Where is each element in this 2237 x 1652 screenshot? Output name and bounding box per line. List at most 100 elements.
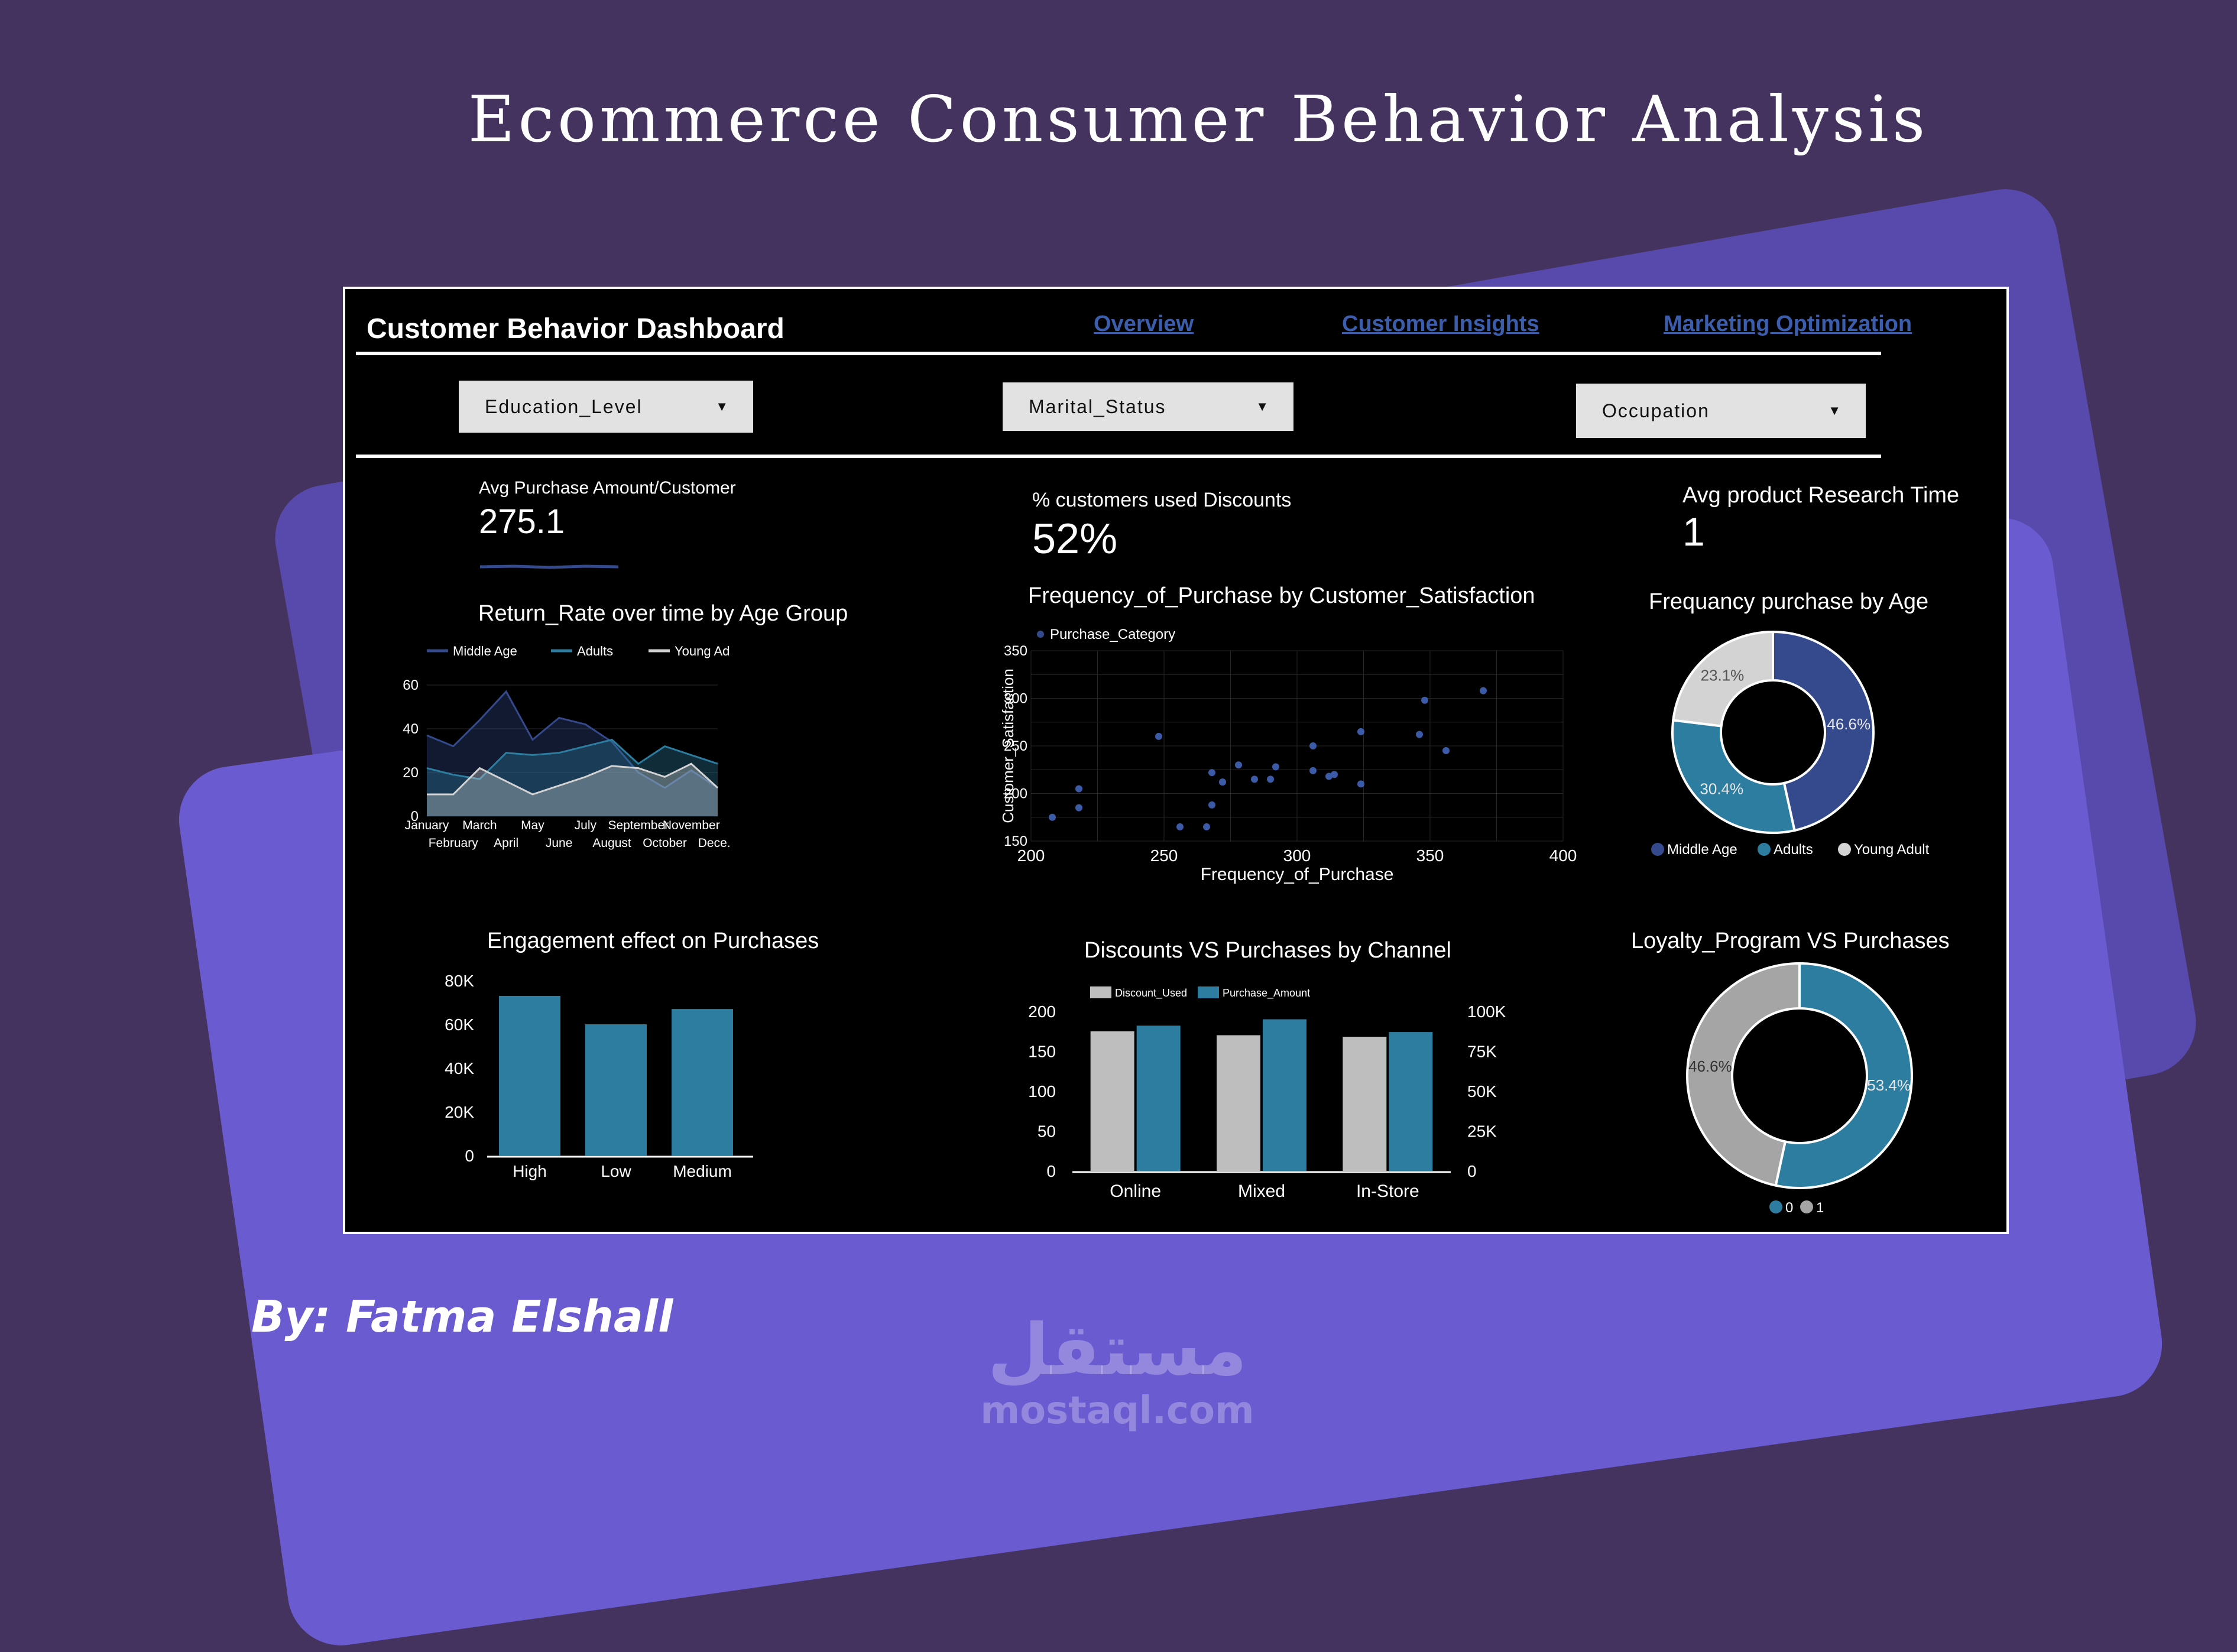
y-tick-label: 350 bbox=[1004, 643, 1027, 659]
scatter-point bbox=[1325, 773, 1333, 780]
x-tick-label: April bbox=[494, 836, 518, 850]
x-tick-label: June bbox=[546, 836, 573, 850]
bar-purchase-amount bbox=[1389, 1032, 1433, 1171]
bar-purchase-amount bbox=[1263, 1019, 1306, 1171]
donut-slice-1 bbox=[1686, 962, 1801, 1187]
y-tick-label: 60K bbox=[445, 1015, 474, 1034]
dashboard-title: Customer Behavior Dashboard bbox=[367, 313, 784, 345]
x-tick-label: Mixed bbox=[1238, 1182, 1285, 1201]
bar-discount-used bbox=[1343, 1037, 1387, 1171]
bar-low bbox=[585, 1024, 647, 1156]
bar-high bbox=[499, 995, 560, 1156]
legend-label: 1 bbox=[1816, 1200, 1824, 1216]
y-tick-label: 80K bbox=[445, 972, 474, 990]
kpi-avg-purchase-value: 275.1 bbox=[479, 502, 565, 541]
dashboard-panel: Customer Behavior Dashboard Overview Cus… bbox=[343, 287, 2009, 1234]
dropdown-label: Occupation bbox=[1602, 400, 1710, 421]
page-title: Ecommerce Consumer Behavior Analysis bbox=[468, 83, 1929, 157]
x-tick-label: High bbox=[513, 1162, 547, 1180]
nav-overview[interactable]: Overview bbox=[1094, 311, 1194, 336]
watermark-arabic: مستقل bbox=[987, 1309, 1247, 1391]
y-tick-label-right: 0 bbox=[1467, 1162, 1477, 1180]
engagement-bar-chart: 020K40K60K80KHighLowMediumNoEngage bbox=[445, 972, 753, 1180]
scatter-point bbox=[1219, 778, 1226, 786]
y-tick-label-left: 150 bbox=[1028, 1043, 1056, 1061]
scatter-title: Frequency_of_Purchase by Customer_Satisf… bbox=[1028, 583, 1535, 608]
donut-slice-0 bbox=[1774, 962, 1913, 1189]
y-tick-label: 300 bbox=[1004, 691, 1027, 707]
donut-data-label: 46.6% bbox=[1827, 715, 1870, 733]
bar-medium bbox=[672, 1009, 733, 1156]
donut-slice-adults bbox=[1671, 719, 1796, 834]
legend-dot bbox=[1037, 631, 1044, 638]
nav-customer-insights[interactable]: Customer Insights bbox=[1342, 311, 1539, 336]
scatter-point bbox=[1208, 801, 1215, 809]
x-tick-label: Online bbox=[1110, 1182, 1161, 1201]
scatter-point bbox=[1331, 771, 1338, 778]
scatter-point bbox=[1416, 731, 1423, 738]
legend-label: Purchase_Amount bbox=[1223, 987, 1310, 999]
donut-data-label: 30.4% bbox=[1700, 780, 1743, 797]
y-tick-label-right: 25K bbox=[1467, 1122, 1497, 1141]
loyalty-title: Loyalty_Program VS Purchases bbox=[1631, 929, 1950, 953]
bar-discount-used bbox=[1090, 1031, 1134, 1171]
filter-divider bbox=[356, 455, 1881, 458]
x-tick-label: September bbox=[608, 819, 669, 832]
scatter-point bbox=[1421, 696, 1428, 704]
watermark: مستقل mostaql.com bbox=[964, 1312, 1271, 1433]
legend-label: 0 bbox=[1785, 1200, 1793, 1216]
marital-status-dropdown[interactable]: Marital_Status ▼ bbox=[1003, 382, 1293, 431]
x-tick-label: July bbox=[575, 819, 597, 832]
nav-marketing-optimization[interactable]: Marketing Optimization bbox=[1664, 311, 1912, 336]
legend-dot bbox=[1651, 843, 1664, 856]
legend-label: Adults bbox=[577, 644, 613, 658]
kpi-sparkline bbox=[479, 564, 619, 569]
occupation-dropdown[interactable]: Occupation ▼ bbox=[1576, 384, 1866, 438]
scatter-point bbox=[1155, 732, 1162, 740]
line-young-adults bbox=[427, 762, 719, 796]
freq-age-title: Frequancy purchase by Age bbox=[1649, 589, 1929, 614]
discounts-channel-bar-chart: 0 50 100 150 200 0 25K 50K 75K 100K Discount_Used P… bbox=[1028, 986, 1506, 1201]
scatter-point bbox=[1208, 769, 1215, 777]
legend-dot bbox=[1838, 843, 1851, 856]
x-tick-label: Dece... bbox=[698, 836, 730, 850]
y-tick-label-left: 100 bbox=[1028, 1082, 1056, 1101]
y-tick-label: 40K bbox=[445, 1059, 474, 1077]
y-tick-label-left: 0 bbox=[1046, 1162, 1056, 1180]
legend-dot bbox=[1769, 1200, 1782, 1213]
donut-data-label: 46.6% bbox=[1688, 1057, 1732, 1075]
x-tick-label: August bbox=[592, 836, 631, 850]
legend-label: Young Adults bbox=[675, 644, 730, 658]
x-tick-label: 350 bbox=[1416, 846, 1444, 865]
scatter-point bbox=[1176, 823, 1184, 830]
x-tick-label: May bbox=[521, 819, 544, 832]
return-rate-chart: 0 20 40 60 Middle Age Adults Young Adults Janua… bbox=[403, 644, 730, 850]
x-tick-label: 200 bbox=[1017, 846, 1045, 865]
y-tick-label: 60 bbox=[403, 677, 419, 693]
legend-label: Adults bbox=[1774, 842, 1813, 858]
education-level-dropdown[interactable]: Education_Level ▼ bbox=[459, 381, 753, 433]
dropdown-label: Marital_Status bbox=[1029, 396, 1166, 417]
line-middle-age bbox=[426, 690, 718, 789]
scatter-point bbox=[1075, 785, 1082, 793]
x-tick-label: January bbox=[405, 819, 449, 832]
legend-dot bbox=[1800, 1200, 1813, 1213]
legend-label: Discount_Used bbox=[1115, 987, 1187, 999]
kpi-research-time-value: 1 bbox=[1682, 509, 1705, 554]
legend-swatch bbox=[1090, 986, 1111, 998]
x-tick-label: Medium bbox=[673, 1162, 732, 1180]
kpi-discounts-value: 52% bbox=[1032, 515, 1118, 563]
x-axis-label: Frequency_of_Purchase bbox=[1201, 865, 1394, 884]
byline: By: Fatma Elshall bbox=[251, 1291, 673, 1342]
chevron-down-icon: ▼ bbox=[715, 399, 730, 414]
line-adults bbox=[426, 738, 718, 780]
y-tick-label: 40 bbox=[403, 721, 419, 737]
scatter-point bbox=[1357, 728, 1364, 735]
area-middle-age bbox=[427, 692, 718, 816]
y-tick-label: 150 bbox=[1004, 833, 1027, 849]
legend-dot bbox=[1758, 843, 1771, 856]
kpi-avg-purchase-label: Avg Purchase Amount/Customer bbox=[479, 478, 736, 498]
x-tick-label: 250 bbox=[1150, 846, 1178, 865]
y-tick-label-right: 100K bbox=[1467, 1002, 1506, 1021]
